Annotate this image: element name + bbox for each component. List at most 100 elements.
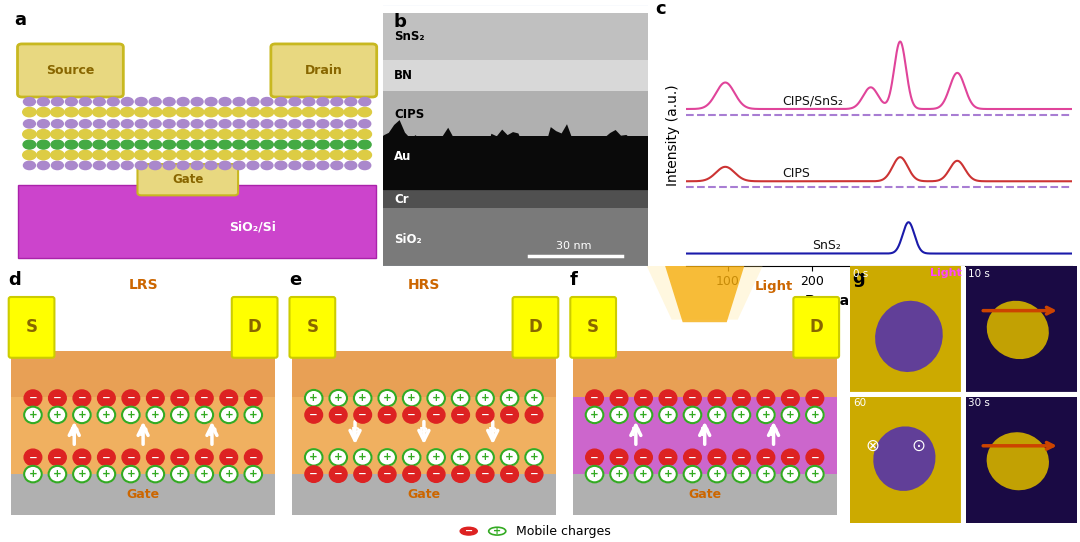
Circle shape xyxy=(24,98,36,106)
Text: −: − xyxy=(200,453,208,462)
Circle shape xyxy=(219,140,231,149)
Circle shape xyxy=(684,406,701,423)
Text: −: − xyxy=(225,393,233,403)
Circle shape xyxy=(204,130,218,139)
Bar xyxy=(383,208,648,266)
Circle shape xyxy=(261,120,273,128)
Circle shape xyxy=(219,98,231,106)
Circle shape xyxy=(52,162,64,170)
Circle shape xyxy=(359,107,372,117)
Text: −: − xyxy=(200,393,208,403)
Circle shape xyxy=(176,130,190,139)
Circle shape xyxy=(191,140,203,149)
Circle shape xyxy=(305,406,323,423)
Circle shape xyxy=(204,107,218,117)
Circle shape xyxy=(220,390,238,406)
Circle shape xyxy=(191,98,203,106)
Circle shape xyxy=(476,390,494,406)
Text: +: + xyxy=(481,393,489,403)
Circle shape xyxy=(316,98,328,106)
Circle shape xyxy=(220,406,238,423)
Text: Gate: Gate xyxy=(407,488,441,501)
Circle shape xyxy=(359,150,372,160)
Text: −: − xyxy=(102,453,111,462)
Circle shape xyxy=(246,107,259,117)
Circle shape xyxy=(244,466,262,482)
Text: +: + xyxy=(359,453,367,462)
Circle shape xyxy=(585,449,604,466)
Circle shape xyxy=(135,140,148,149)
Text: P: P xyxy=(419,427,429,440)
Text: ⊙: ⊙ xyxy=(912,437,924,455)
Circle shape xyxy=(163,140,175,149)
Circle shape xyxy=(345,120,356,128)
FancyBboxPatch shape xyxy=(271,44,377,97)
Circle shape xyxy=(162,150,176,160)
Text: +: + xyxy=(761,469,770,479)
Circle shape xyxy=(757,466,774,482)
Circle shape xyxy=(163,98,175,106)
FancyBboxPatch shape xyxy=(513,297,558,358)
Circle shape xyxy=(302,130,315,139)
Circle shape xyxy=(635,449,652,466)
Circle shape xyxy=(359,98,370,106)
Text: f: f xyxy=(570,270,578,289)
Text: −: − xyxy=(53,453,62,462)
Text: +: + xyxy=(713,469,721,479)
Circle shape xyxy=(501,406,518,423)
Bar xyxy=(572,351,837,397)
Circle shape xyxy=(204,150,218,160)
Circle shape xyxy=(610,390,627,406)
Circle shape xyxy=(782,390,799,406)
Circle shape xyxy=(585,466,604,482)
Circle shape xyxy=(732,449,751,466)
Circle shape xyxy=(233,162,245,170)
Circle shape xyxy=(302,120,315,128)
Circle shape xyxy=(359,130,372,139)
Text: P: P xyxy=(769,427,778,440)
Circle shape xyxy=(107,162,119,170)
Circle shape xyxy=(289,120,301,128)
Text: −: − xyxy=(126,453,135,462)
Text: b: b xyxy=(394,13,407,31)
Text: +: + xyxy=(334,393,342,403)
Circle shape xyxy=(171,406,189,423)
Circle shape xyxy=(121,162,133,170)
Bar xyxy=(383,91,648,136)
Text: −: − xyxy=(309,469,319,479)
Circle shape xyxy=(218,150,232,160)
Circle shape xyxy=(218,130,232,139)
Text: +: + xyxy=(382,393,392,403)
Bar xyxy=(383,190,648,208)
Circle shape xyxy=(261,98,273,106)
Circle shape xyxy=(37,130,50,139)
Text: −: − xyxy=(28,393,38,403)
Ellipse shape xyxy=(987,432,1049,491)
Circle shape xyxy=(246,140,259,149)
FancyBboxPatch shape xyxy=(570,297,616,358)
Circle shape xyxy=(806,390,824,406)
Text: Gate: Gate xyxy=(172,173,203,186)
Circle shape xyxy=(246,150,259,160)
Circle shape xyxy=(316,130,329,139)
Circle shape xyxy=(708,466,726,482)
Text: −: − xyxy=(225,453,233,462)
Text: +: + xyxy=(688,410,697,420)
Text: +: + xyxy=(28,410,38,420)
FancyBboxPatch shape xyxy=(17,44,123,97)
Circle shape xyxy=(274,150,287,160)
Text: 0 s: 0 s xyxy=(853,269,868,280)
Text: −: − xyxy=(359,410,367,420)
Bar xyxy=(966,397,1077,523)
Circle shape xyxy=(149,140,162,149)
FancyBboxPatch shape xyxy=(794,297,839,358)
Polygon shape xyxy=(383,120,648,190)
Circle shape xyxy=(190,107,204,117)
Circle shape xyxy=(289,98,301,106)
Text: S: S xyxy=(307,318,319,337)
Circle shape xyxy=(73,466,91,482)
Text: +: + xyxy=(200,410,208,420)
Circle shape xyxy=(732,406,751,423)
Bar xyxy=(18,185,376,258)
Circle shape xyxy=(359,140,372,149)
